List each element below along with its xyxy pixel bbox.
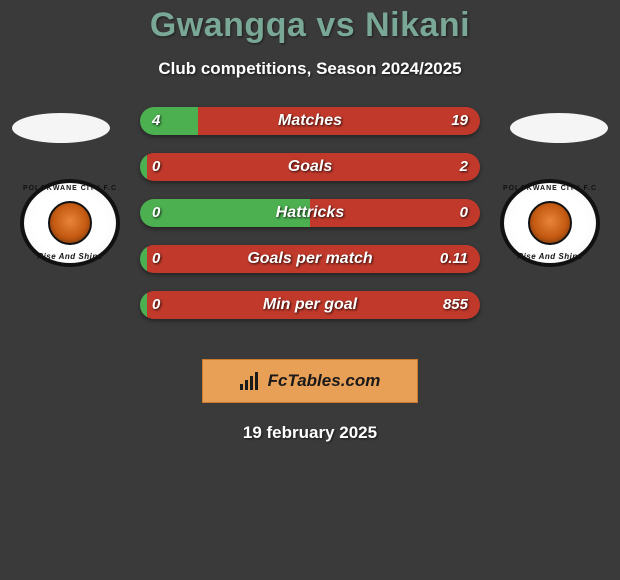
stat-value-right: 2: [460, 153, 468, 181]
subtitle: Club competitions, Season 2024/2025: [0, 59, 620, 79]
stat-bar-row: 0Hattricks0: [140, 199, 480, 227]
stat-bar-row: 0Goals2: [140, 153, 480, 181]
stat-value-right: 0.11: [440, 245, 468, 273]
comparison-date: 19 february 2025: [0, 423, 620, 443]
crest-top-text: POLOKWANE CITY F.C: [20, 185, 120, 192]
crest-bottom-text: Rise And Shine: [500, 252, 600, 261]
stats-area: POLOKWANE CITY F.C Rise And Shine POLOKW…: [0, 107, 620, 347]
page-title: Gwangqa vs Nikani: [0, 0, 620, 45]
player-ellipse-left: [12, 113, 110, 143]
stat-label: Goals per match: [140, 245, 480, 273]
stat-value-right: 19: [451, 107, 468, 135]
stat-value-right: 855: [443, 291, 468, 319]
stat-bars: 4Matches190Goals20Hattricks00Goals per m…: [140, 107, 480, 337]
stat-bar-row: 4Matches19: [140, 107, 480, 135]
comparison-card: Gwangqa vs Nikani Club competitions, Sea…: [0, 0, 620, 443]
brand-badge[interactable]: FcTables.com: [202, 359, 418, 403]
stat-label: Matches: [140, 107, 480, 135]
club-crest-right: POLOKWANE CITY F.C Rise And Shine: [500, 179, 600, 267]
crest-inner-icon: [48, 201, 92, 245]
player-ellipse-right: [510, 113, 608, 143]
crest-bottom-text: Rise And Shine: [20, 252, 120, 261]
stat-bar-row: 0Goals per match0.11: [140, 245, 480, 273]
stat-value-right: 0: [460, 199, 468, 227]
brand-text: FcTables.com: [268, 371, 381, 391]
stat-bar-row: 0Min per goal855: [140, 291, 480, 319]
stat-label: Min per goal: [140, 291, 480, 319]
crest-inner-icon: [528, 201, 572, 245]
brand-bars-icon: [240, 372, 262, 390]
stat-label: Goals: [140, 153, 480, 181]
club-crest-left: POLOKWANE CITY F.C Rise And Shine: [20, 179, 120, 267]
crest-top-text: POLOKWANE CITY F.C: [500, 185, 600, 192]
stat-label: Hattricks: [140, 199, 480, 227]
